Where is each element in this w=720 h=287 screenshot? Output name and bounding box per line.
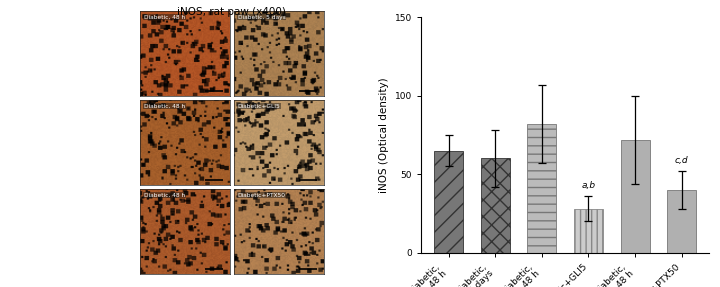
Text: Diabetic+PTX50: Diabetic+PTX50 [238, 193, 286, 198]
Text: a,b: a,b [582, 181, 595, 190]
Bar [481, 158, 510, 253]
Text: c,d: c,d [675, 156, 688, 165]
Text: Diabetic+GLI5: Diabetic+GLI5 [238, 104, 280, 109]
Bar [528, 124, 557, 253]
Y-axis label: iNOS (Optical density): iNOS (Optical density) [379, 77, 390, 193]
Bar [434, 151, 463, 253]
Text: Diabetic, 48 h: Diabetic, 48 h [144, 193, 185, 198]
Text: Diabetic, 48 h: Diabetic, 48 h [144, 15, 185, 20]
Text: iNOS, rat paw (x400): iNOS, rat paw (x400) [177, 7, 287, 17]
Bar [574, 209, 603, 253]
Bar [621, 139, 649, 253]
Text: Diabetic, 5 days: Diabetic, 5 days [238, 15, 285, 20]
Text: Diabetic, 48 h: Diabetic, 48 h [144, 104, 185, 109]
Bar [667, 190, 696, 253]
